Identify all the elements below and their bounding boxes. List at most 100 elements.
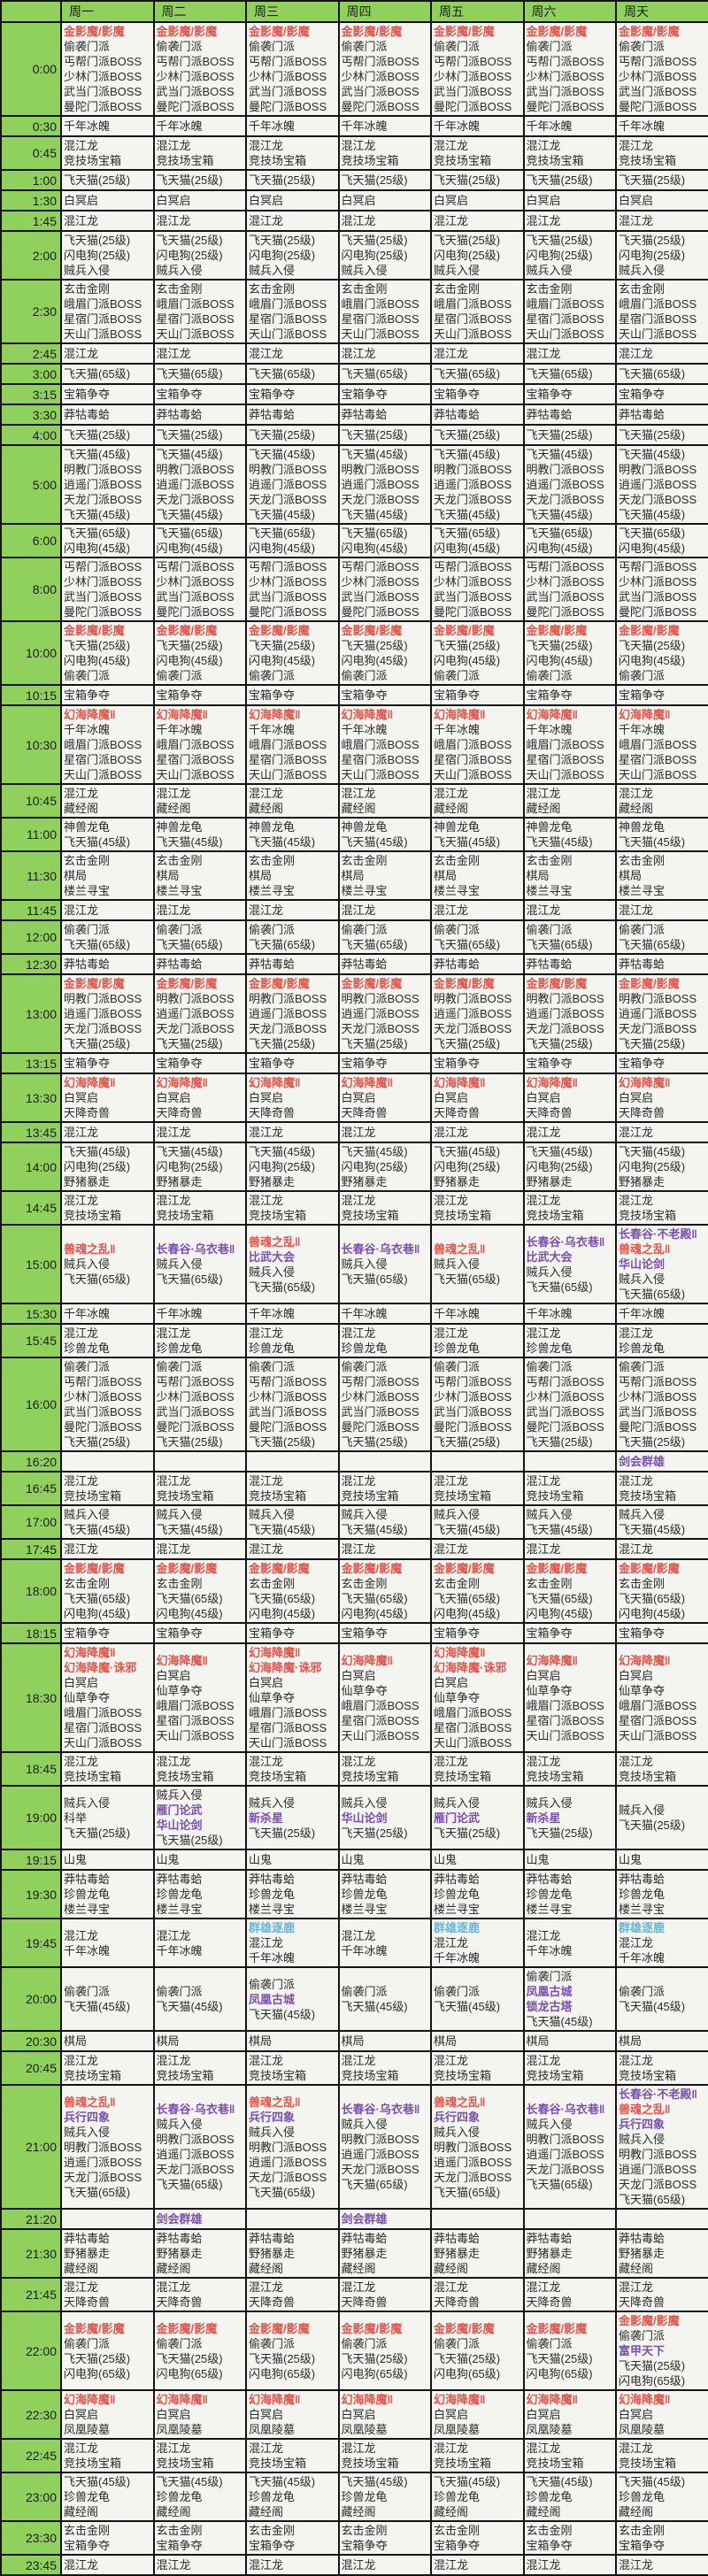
event-label: 飞天猫(25级) <box>341 1826 408 1840</box>
schedule-row: 11:00 神兽龙龟 飞天猫(45级) 神兽龙龟 飞天猫(45级) 神兽龙龟 飞天猫(45级… <box>0 817 708 852</box>
event-label: 兽魂之乱‖ <box>249 1234 301 1249</box>
event-label: 野猪暴走 <box>156 1175 203 1188</box>
event-label: 飞天猫(45级) <box>64 508 131 521</box>
schedule-cell: 莽牯毒蛤 珍兽龙龟 楼兰寻宝 <box>152 1869 247 1919</box>
event-label: 凤凰陵墓 <box>249 2423 296 2436</box>
event-label: 飞天猫(25级) <box>434 234 501 247</box>
schedule-cell: 宝箱争夺 <box>245 684 340 706</box>
event-label: 闪电狗(45级) <box>434 1607 501 1620</box>
event-label: 飞天猫(45级) <box>156 2475 223 2488</box>
event-label: 飞天猫(25级) <box>64 1826 131 1840</box>
schedule-cell: 飞天猫(45级) 明教门派BOSS 逍遥门派BOSS 天龙门派BOSS 飞天猫(45级) <box>430 444 525 525</box>
schedule-cell: 飞天猫(25级) <box>430 169 525 191</box>
event-label: 曼陀门派BOSS <box>64 1420 142 1434</box>
event-label: 天龙门派BOSS <box>341 1022 419 1035</box>
schedule-cell: 长春谷·乌衣巷‖ 贼兵入侵 明教门派BOSS 逍遥门派BOSS 天龙门派BOSS 飞天猫(… <box>152 2084 247 2210</box>
event-label: 千年冰魄 <box>434 119 481 133</box>
event-label: 少林门派BOSS <box>64 70 142 83</box>
time-label: 3:30 <box>0 404 62 426</box>
event-label: 飞天猫(25级) <box>619 1037 686 1050</box>
event-label: 曼陀门派BOSS <box>156 100 235 113</box>
schedule-cell: 幻海降魔‖ 白冥启 天降奇兽 <box>60 1073 155 1123</box>
event-label: 飞天猫(25级) <box>341 1435 408 1449</box>
event-label: 野猪暴走 <box>341 1175 388 1188</box>
event-label: 白冥启 <box>249 2408 284 2421</box>
event-label: 丐帮门派BOSS <box>64 1375 142 1388</box>
schedule-cell: 金影魔/影魔 明教门派BOSS 逍遥门派BOSS 天龙门派BOSS 飞天猫(25级) <box>430 973 525 1054</box>
event-label: 丐帮门派BOSS <box>341 1375 419 1388</box>
event-label: 飞天猫(45级) <box>619 2000 686 2013</box>
event-label: 闪电狗(25级) <box>341 249 408 262</box>
schedule-cell: 金影魔/影魔 飞天猫(25级) 闪电狗(45级) 偷袭门派 <box>430 620 525 686</box>
schedule-cell: 玄击金刚 峨眉门派BOSS 星宿门派BOSS 天山门派BOSS <box>60 279 155 344</box>
schedule-cell: 玄击金刚 峨眉门派BOSS 星宿门派BOSS 天山门派BOSS <box>615 279 708 344</box>
event-label: 棋局 <box>526 869 550 882</box>
event-label: 逍遥门派BOSS <box>156 1007 235 1020</box>
event-label: 珍兽龙龟 <box>156 1888 203 1901</box>
event-label: 仙草争夺 <box>249 1691 296 1704</box>
event-label: 宝箱争夺 <box>64 2539 111 2552</box>
event-label: 明教门派BOSS <box>526 463 604 476</box>
event-label: 天降奇兽 <box>64 1106 111 1119</box>
time-label: 18:15 <box>0 1622 62 1644</box>
event-label: 珍兽龙龟 <box>434 1888 481 1901</box>
schedule-cell: 山鬼 <box>337 1849 432 1871</box>
event-label: 楼兰寻宝 <box>341 884 388 897</box>
schedule-cell: 混江龙 藏经阁 <box>615 783 708 819</box>
event-label: 天龙门派BOSS <box>156 493 235 506</box>
schedule-row: 1:00 飞天猫(25级) 飞天猫(25级) 飞天猫(25级) 飞天猫(25级) 飞天猫(… <box>0 169 708 191</box>
event-label: 天山门派BOSS <box>434 1736 512 1749</box>
event-label: 长春谷·乌衣巷‖ <box>341 2103 420 2116</box>
event-label: 混江龙 <box>619 139 654 152</box>
event-label: 金影魔/影魔 <box>341 2321 403 2335</box>
schedule-cell: 混江龙 竞技场宝箱 <box>615 2050 708 2086</box>
event-label: 千年冰魄 <box>434 1951 481 1965</box>
event-label: 飞天猫(65级) <box>619 367 686 381</box>
event-label: 天龙门派BOSS <box>619 493 697 506</box>
event-label: 莽牯毒蛤 <box>249 1872 296 1886</box>
time-label: 17:45 <box>0 1538 62 1560</box>
event-label: 武当门派BOSS <box>434 85 512 98</box>
schedule-row: 15:45 混江龙 珍兽龙龟 混江龙 珍兽龙龟 混江龙 珍兽龙龟 混江龙 珍兽龙龟 混江龙 珍兽龙龟… <box>0 1323 708 1358</box>
event-label: 混江龙 <box>64 2054 99 2067</box>
schedule-cell: 飞天猫(25级) <box>430 424 525 446</box>
event-label: 天龙门派BOSS <box>434 2170 512 2184</box>
event-label: 贼兵入侵 <box>249 1796 296 1810</box>
event-label: 飞天猫(25级) <box>64 234 131 247</box>
schedule-cell: 飞天猫(25级) <box>522 424 617 446</box>
time-label: 11:45 <box>0 899 62 921</box>
schedule-cell: 混江龙 千年冰魄 <box>152 1918 247 1968</box>
event-label: 贼兵入侵 <box>64 264 111 277</box>
time-label: 21:30 <box>0 2228 62 2279</box>
event-label: 混江龙 <box>434 1194 469 1207</box>
event-label: 飞天猫(65级) <box>434 1273 501 1286</box>
schedule-row: 10:15 宝箱争夺 宝箱争夺 宝箱争夺 宝箱争夺 宝箱争夺 宝箱争夺 宝箱争夺 <box>0 684 708 706</box>
event-label: 天龙门派BOSS <box>249 1022 327 1035</box>
event-label: 藏经阁 <box>341 2262 376 2275</box>
event-label: 丐帮门派BOSS <box>619 1375 697 1388</box>
event-label: 飞天猫(45级) <box>526 1523 593 1536</box>
schedule-cell: 宝箱争夺 <box>245 383 340 405</box>
event-label: 千年冰魄 <box>341 1943 388 1957</box>
schedule-cell: 混江龙 天降奇兽 <box>245 2277 340 2312</box>
event-label: 幻海降魔‖ <box>526 1653 578 1667</box>
event-label: 飞天猫(25级) <box>526 173 593 187</box>
schedule-cell: 幻海降魔‖ 白冥启 凤凰陵墓 <box>60 2389 155 2440</box>
event-label: 飞天猫(25级) <box>64 639 131 652</box>
schedule-cell: 玄击金刚 峨眉门派BOSS 星宿门派BOSS 天山门派BOSS <box>152 279 247 344</box>
schedule-cell: 玄击金刚 棋局 楼兰寻宝 <box>60 850 155 901</box>
event-label: 逍遥门派BOSS <box>526 2148 604 2161</box>
schedule-row: 23:30 玄击金刚 宝箱争夺 玄击金刚 宝箱争夺 玄击金刚 宝箱争夺 玄击金刚 宝箱争夺 玄击金… <box>0 2520 708 2556</box>
event-label: 偷袭门派 <box>156 923 203 936</box>
schedule-cell: 莽牯毒蛤 珍兽龙龟 楼兰寻宝 <box>615 1869 708 1919</box>
schedule-cell: 宝箱争夺 <box>615 383 708 405</box>
event-label: 凤凰古城 <box>249 1992 296 2006</box>
event-label: 金影魔/影魔 <box>156 624 218 637</box>
event-label: 偷袭门派 <box>341 1360 388 1373</box>
event-label: 飞天猫(25级) <box>249 1826 316 1840</box>
schedule-cell: 宝箱争夺 <box>337 1622 432 1644</box>
event-label: 武当门派BOSS <box>619 590 697 604</box>
event-label: 飞天猫(45级) <box>156 2000 223 2013</box>
event-label: 幻海降魔‖ <box>64 1646 116 1659</box>
event-label: 混江龙 <box>526 904 561 917</box>
